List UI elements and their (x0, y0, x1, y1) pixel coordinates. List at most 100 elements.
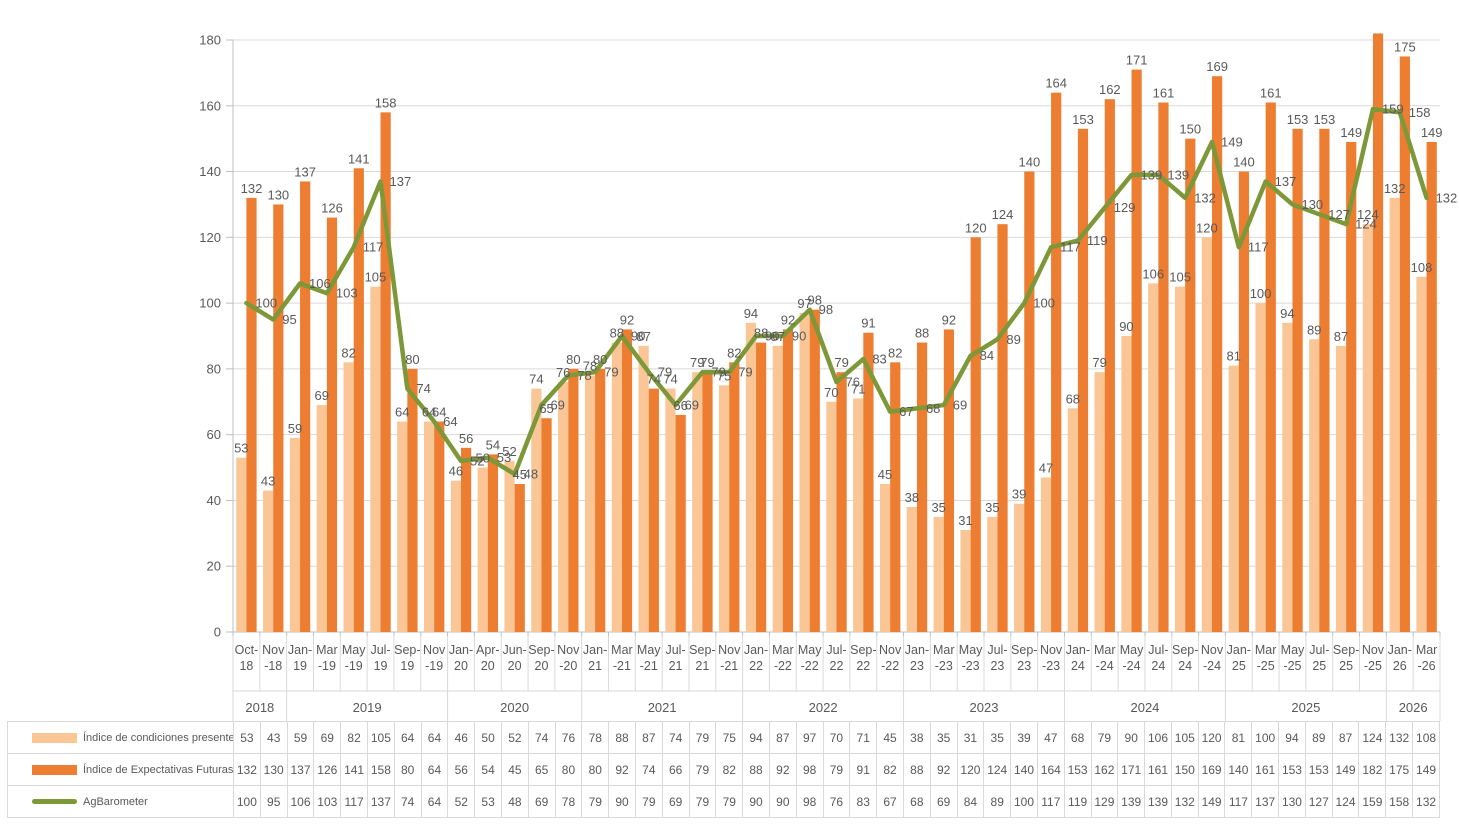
month-tick-label-line1: Nov (879, 643, 902, 657)
value-cell: 124 (1358, 721, 1387, 754)
data-label-presentes: 97 (797, 296, 811, 311)
value-cell: 171 (1117, 753, 1146, 786)
bar-presentes (1255, 303, 1266, 632)
bar-presentes (316, 405, 327, 632)
data-label-presentes: 87 (771, 329, 785, 344)
bar-futuras (434, 421, 445, 632)
data-label-agbarometer: 98 (819, 302, 833, 317)
year-label: 2019 (353, 700, 382, 715)
month-tick-label-line1: Apr- (476, 643, 500, 657)
data-label-agbarometer: 117 (1060, 240, 1081, 255)
value-cell: 54 (474, 753, 502, 786)
bar-presentes (477, 467, 488, 632)
data-label-futuras: 74 (647, 372, 661, 387)
value-cell: 139 (1144, 785, 1172, 818)
data-label-futuras: 79 (834, 355, 848, 370)
month-tick-label-line2: -22 (774, 659, 792, 673)
bar-presentes (1416, 276, 1427, 632)
bar-presentes (906, 507, 917, 632)
value-cell: 92 (768, 753, 797, 786)
data-label-futuras: 161 (1153, 85, 1175, 100)
bar-futuras (1319, 128, 1330, 633)
bar-presentes (1228, 365, 1239, 632)
bar-presentes (1148, 283, 1159, 632)
value-cell: 71 (849, 721, 878, 754)
bar-presentes (343, 362, 354, 632)
value-cell: 95 (259, 785, 288, 818)
value-cell: 74 (634, 753, 663, 786)
month-tick-label-line2: 20 (535, 659, 549, 673)
year-label: 2021 (648, 700, 677, 715)
month-tick-label-line1: Sep- (394, 643, 420, 657)
value-cell: 97 (795, 721, 824, 754)
data-label-agbarometer: 83 (872, 352, 886, 367)
month-tick-label-line2: -21 (640, 659, 658, 673)
value-cell: 78 (581, 721, 610, 754)
bar-futuras (541, 418, 552, 632)
bar-presentes (1335, 345, 1347, 632)
data-label-presentes: 106 (1142, 266, 1164, 281)
bar-presentes (263, 490, 274, 632)
y-axis-tick-label: 180 (199, 33, 221, 48)
data-label-agbarometer: 67 (899, 404, 913, 419)
year-label: 2018 (245, 700, 274, 715)
value-cell: 64 (420, 753, 449, 786)
month-tick-label-line1: Jan- (583, 643, 607, 657)
y-axis-tick-label: 80 (207, 361, 221, 376)
bar-presentes (397, 421, 408, 632)
month-tick-label-line1: Sep- (1333, 643, 1359, 657)
value-cell: 106 (1144, 721, 1172, 754)
data-label-presentes: 108 (1411, 260, 1433, 275)
data-label-presentes: 94 (1280, 306, 1294, 321)
data-label-futuras: 175 (1394, 39, 1416, 54)
year-label: 2020 (500, 700, 529, 715)
value-cell: 130 (259, 753, 288, 786)
value-cell: 130 (1278, 785, 1306, 818)
legend-cell: AgBarometer (7, 785, 234, 818)
data-label-futuras: 92 (620, 312, 634, 327)
value-cell: 56 (447, 753, 476, 786)
year-label: 2026 (1399, 700, 1428, 715)
y-axis-tick-label: 160 (199, 98, 221, 113)
month-tick-label-line1: Sep- (1172, 643, 1198, 657)
y-axis: 0 20 40 60 80 100 120 140 160 180 (199, 33, 234, 640)
month-tick-label-line2: -21 (613, 659, 631, 673)
legend-swatch-bar (32, 764, 77, 775)
bar-futuras (1104, 99, 1115, 632)
value-cell: 127 (1304, 785, 1333, 818)
value-cell: 53 (233, 721, 261, 754)
bar-futuras (1158, 102, 1169, 632)
data-label-agbarometer: 132 (1194, 190, 1216, 205)
data-label-presentes: 82 (341, 345, 355, 360)
bar-futuras (863, 332, 874, 632)
month-tick-label-line2: -24 (1123, 659, 1141, 673)
bar-presentes (826, 401, 837, 632)
month-tick-label-line1: Nov (262, 643, 285, 657)
legend-swatch-bar (32, 732, 77, 743)
value-cell: 88 (902, 753, 931, 786)
data-label-presentes: 71 (851, 381, 865, 396)
value-cell: 137 (286, 753, 315, 786)
data-label-agbarometer: 74 (416, 381, 430, 396)
value-cell: 69 (661, 785, 690, 818)
data-label-presentes: 105 (1169, 270, 1191, 285)
value-cell: 108 (1412, 721, 1440, 754)
data-label-agbarometer: 64 (443, 414, 457, 429)
bar-futuras (326, 217, 338, 632)
bar-presentes (853, 398, 864, 632)
data-label-agbarometer: 149 (1221, 134, 1243, 149)
bar-futuras (836, 372, 847, 632)
value-cell: 82 (876, 753, 904, 786)
data-label-agbarometer: 69 (550, 398, 564, 413)
bar-futuras (943, 329, 954, 632)
value-cell: 132 (1170, 785, 1199, 818)
month-tick-label-line2: -23 (962, 659, 980, 673)
value-cell: 48 (500, 785, 529, 818)
month-tick-label-line1: Sep- (850, 643, 876, 657)
month-tick-label-line1: Nov (1201, 643, 1224, 657)
month-tick-label-line1: Jul- (370, 643, 390, 657)
month-tick-label-line2: -24 (1096, 659, 1114, 673)
month-tick-label-line1: Jan- (288, 643, 312, 657)
bar-presentes (665, 388, 676, 632)
bar-presentes (1389, 197, 1400, 632)
